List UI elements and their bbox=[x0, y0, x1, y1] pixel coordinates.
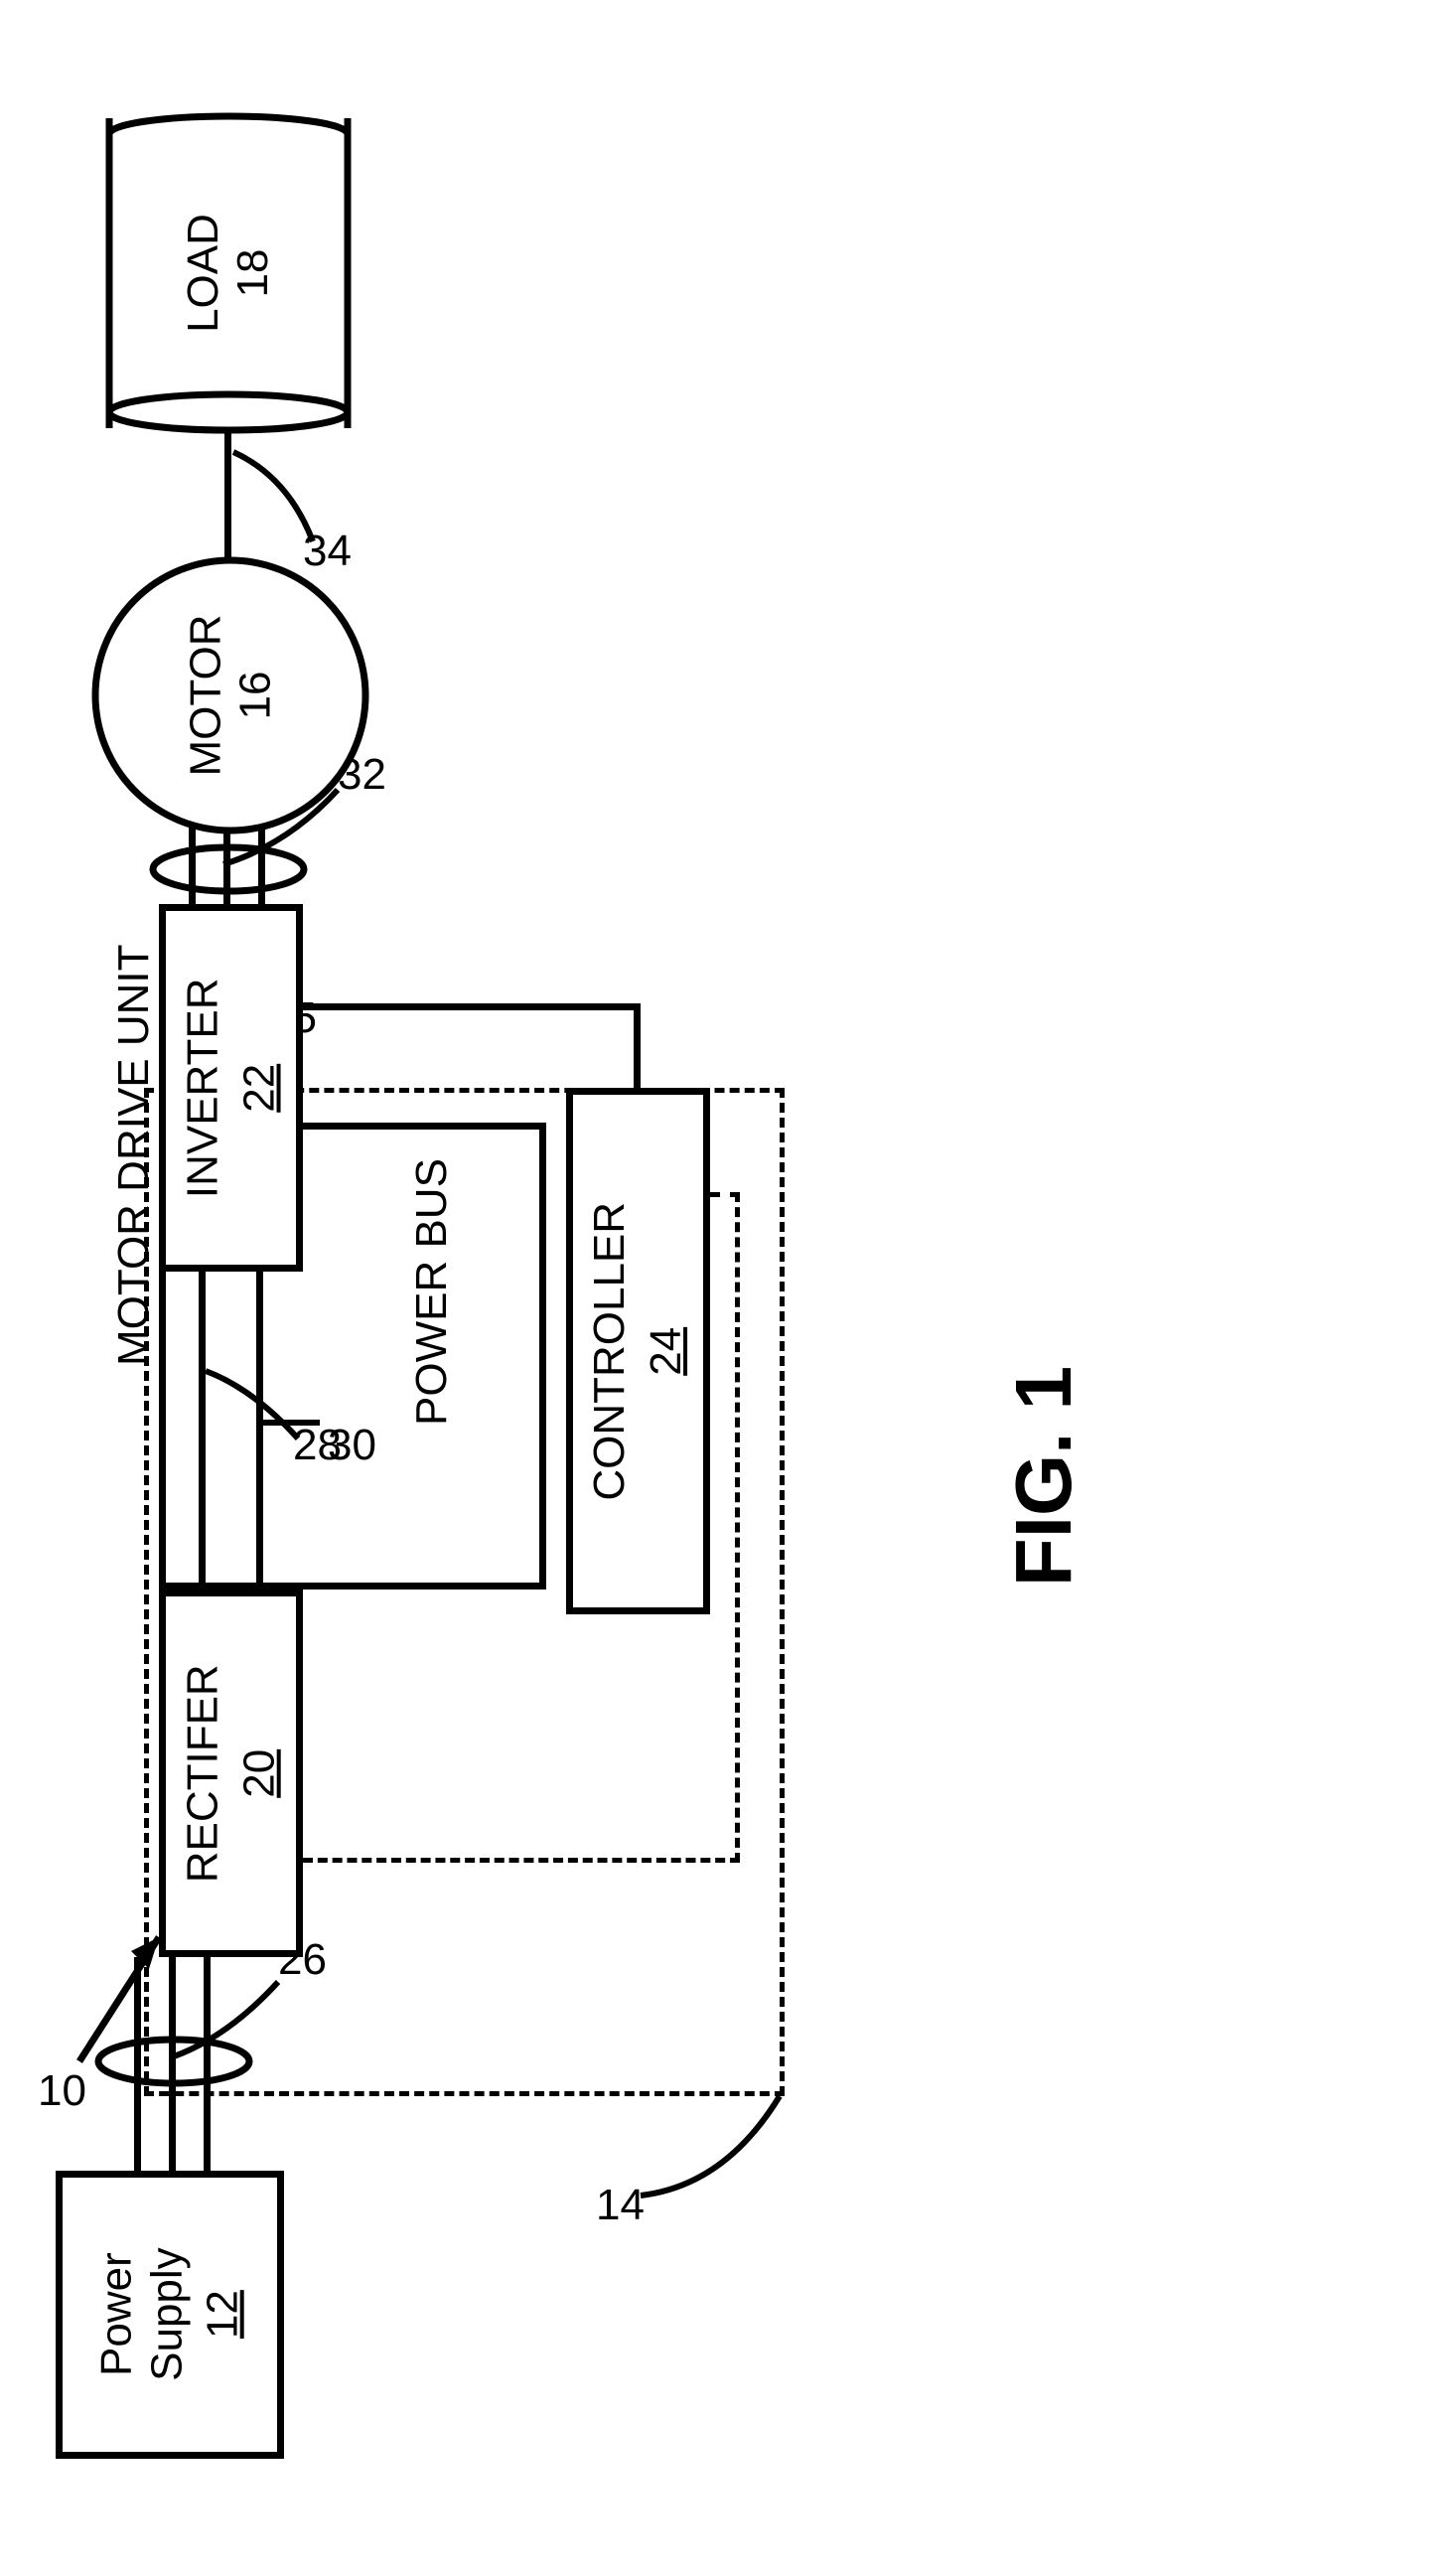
load-label: LOAD bbox=[179, 214, 228, 333]
diagram-stage: 10 PowerSupply 12 26 MOTOR DRIVE UNIT 14… bbox=[0, 0, 1446, 2576]
motor-ref: 16 bbox=[230, 672, 280, 720]
motor-label: MOTOR bbox=[181, 615, 230, 777]
figure-caption: FIG. 1 bbox=[998, 1366, 1089, 1587]
ref-10: 10 bbox=[38, 2066, 86, 2116]
rectifier-block: RECTIFER 20 bbox=[159, 1590, 303, 1957]
controller-ref: 24 bbox=[642, 1327, 691, 1376]
ref-30: 30 bbox=[328, 1421, 376, 1470]
ref-34: 34 bbox=[303, 527, 352, 576]
leader-30 bbox=[260, 1420, 320, 1426]
leader-28 bbox=[204, 1369, 303, 1448]
inverter-ref: 22 bbox=[234, 1064, 284, 1113]
figure-caption-wrap: FIG. 1 bbox=[934, 1431, 1154, 1522]
rectifier-label: RECTIFER bbox=[178, 1664, 228, 1883]
controller-label: CONTROLLER bbox=[585, 1202, 636, 1501]
load-ref: 18 bbox=[228, 249, 278, 298]
power-supply-label: PowerSupply bbox=[91, 2248, 192, 2382]
inverter-block: INVERTER 22 bbox=[159, 904, 303, 1272]
rect-ctrl-dash-v bbox=[735, 1192, 740, 1863]
controller-block: CONTROLLER 24 bbox=[566, 1088, 710, 1614]
motor-drive-unit-label: MOTOR DRIVE UNIT bbox=[109, 944, 159, 1366]
inv-ctrl-line-h bbox=[303, 1003, 641, 1010]
rectifier-ref: 20 bbox=[234, 1749, 284, 1798]
inv-ctrl-line-v bbox=[634, 1003, 641, 1093]
inverter-label: INVERTER bbox=[178, 978, 228, 1198]
load-label-wrap: LOAD 18 bbox=[70, 114, 387, 432]
power-supply-block: PowerSupply 12 bbox=[56, 2171, 284, 2459]
rect-ctrl-dash-h bbox=[303, 1858, 740, 1863]
rect-ctrl-dash-h2 bbox=[710, 1192, 740, 1197]
leader-14 bbox=[636, 2086, 804, 2205]
ref-14: 14 bbox=[596, 2181, 645, 2230]
power-supply-ref: 12 bbox=[199, 2291, 248, 2340]
power-bus-label: POWER BUS bbox=[407, 1158, 457, 1426]
motor-label-wrap: MOTOR 16 bbox=[91, 556, 369, 834]
